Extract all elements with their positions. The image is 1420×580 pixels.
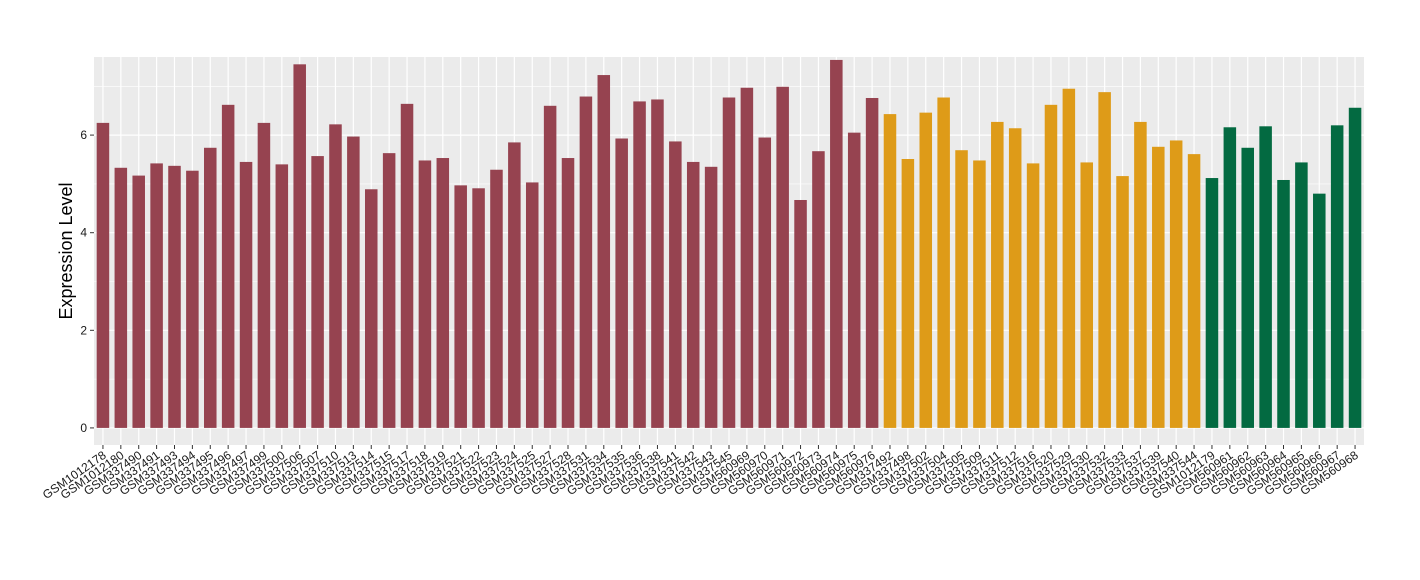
bar-GSM337519 [436,158,450,428]
bar-GSM337515 [382,153,396,428]
x-axis: GSM1012178GSM1012180GSM337490GSM337491GS… [40,445,1361,502]
bar-GSM560964 [1277,179,1290,428]
bar-GSM560963 [1259,126,1272,428]
bar-GSM337500 [275,164,289,428]
bar-GSM337504 [937,97,950,428]
bar-GSM337534 [597,75,611,428]
bar-GSM337510 [329,124,342,428]
bar-GSM337531 [579,96,593,428]
bar-GSM337545 [722,97,736,428]
y-axis: 0 2 4 6 [80,128,94,435]
bar-GSM560972 [794,199,807,428]
bar-GSM337530 [1080,162,1094,428]
bar-GSM337537 [1134,121,1147,428]
y-axis-title: Expression Level [56,182,76,319]
bar-GSM337498 [901,159,915,428]
bar-GSM337493 [168,165,181,428]
y-tick-label: 2 [80,323,87,337]
bar-GSM337541 [669,141,682,428]
bar-GSM337539 [1152,146,1165,428]
bar-GSM1012180 [114,167,128,428]
bar-GSM337542 [686,161,700,428]
bar-GSM337532 [1098,92,1111,428]
bar-GSM337522 [472,188,485,428]
bar-GSM560968 [1348,107,1362,428]
bar-GSM337502 [919,112,933,428]
bar-GSM337523 [490,169,503,428]
bar-GSM337512 [1008,128,1022,428]
bar-GSM337516 [1026,163,1040,428]
bar-GSM560967 [1330,125,1344,428]
bar-GSM337505 [955,150,968,428]
bar-GSM337528 [561,158,575,428]
bar-GSM337527 [543,105,557,428]
bar-GSM1012178 [96,122,110,428]
bar-GSM337494 [186,170,199,428]
bar-GSM337514 [364,189,378,428]
bar-GSM337529 [1062,88,1076,428]
bar-GSM560965 [1295,162,1308,428]
bar-GSM337511 [991,121,1004,428]
bar-GSM560974 [830,59,843,428]
bar-GSM337536 [633,101,646,428]
y-tick-label: 4 [80,226,87,240]
bar-GSM337518 [418,160,432,428]
bar-GSM337497 [239,161,253,428]
bar-GSM560971 [776,86,789,428]
bar-GSM337509 [973,160,986,428]
bar-GSM337495 [204,147,217,428]
bar-GSM337524 [508,142,521,428]
bar-GSM337538 [651,99,664,428]
bar-GSM337491 [150,163,163,428]
bar-GSM560973 [812,151,825,428]
bar-GSM337513 [347,136,360,428]
bar-GSM1012179 [1205,178,1219,428]
bar-GSM337533 [1116,176,1129,428]
bar-GSM337492 [883,114,897,428]
bar-GSM337525 [525,182,539,428]
bars-layer [96,59,1362,428]
bar-GSM337490 [132,175,145,428]
bar-GSM560966 [1313,193,1326,428]
bar-GSM560961 [1223,127,1237,428]
bar-GSM337517 [400,103,414,428]
bar-GSM337543 [704,166,718,428]
bar-GSM560970 [758,137,772,428]
bar-GSM560975 [847,132,861,428]
bar-GSM337499 [257,122,271,428]
bar-GSM337520 [1044,104,1058,428]
bar-GSM337544 [1187,154,1201,428]
bar-GSM560962 [1241,147,1254,428]
bar-GSM337507 [311,156,324,428]
bar-GSM337521 [454,185,467,428]
bar-GSM337540 [1169,140,1183,428]
bar-GSM337535 [615,138,628,428]
y-tick-label: 0 [80,421,87,435]
bar-GSM560969 [740,87,754,428]
bar-GSM560976 [865,97,879,428]
bar-GSM337496 [221,104,235,428]
bar-GSM337506 [293,64,306,428]
y-tick-label: 6 [80,128,87,142]
